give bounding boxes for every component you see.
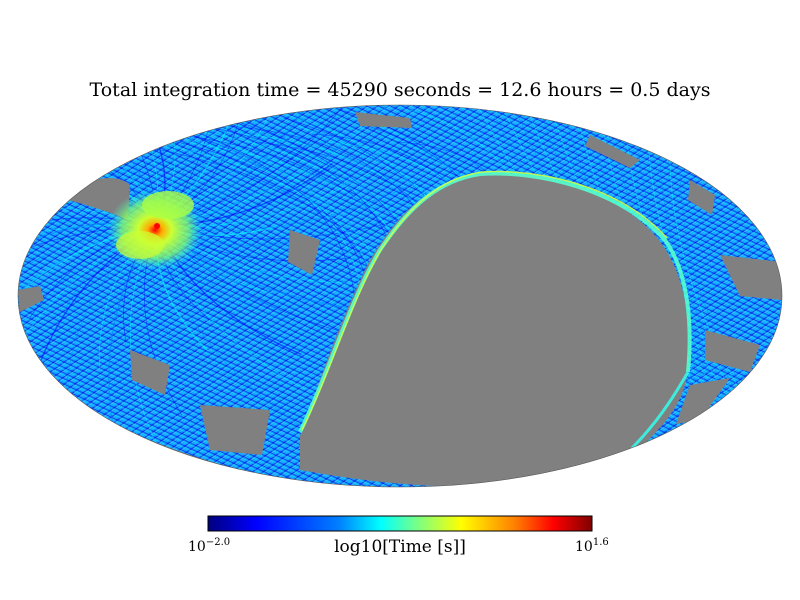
bright-boundary-arc-inner — [301, 170, 668, 431]
colorbar-label: log10[Time [s]] — [334, 537, 466, 557]
lower-right-bright-arc — [630, 371, 690, 450]
unobserved-left-edge — [18, 286, 44, 312]
unobserved-lower-right-patch — [676, 378, 730, 424]
colorbar-min-base: 10 — [188, 539, 206, 555]
unobserved-lower-left-2 — [200, 405, 270, 455]
unobserved-right-patch-2 — [720, 255, 782, 300]
unobserved-large-region — [300, 173, 689, 487]
mollweide-sky-map — [18, 105, 782, 487]
unobserved-mid-patch — [288, 230, 320, 275]
chart-title: Total integration time = 45290 seconds =… — [90, 79, 711, 101]
unobserved-top-patch-2 — [585, 135, 640, 168]
map-outline — [17, 104, 783, 488]
bright-boundary-arc — [298, 171, 692, 433]
unobserved-right-patch-3 — [705, 330, 760, 372]
colorbar-gradient — [207, 515, 593, 532]
colorbar-max-exponent: 1.6 — [593, 537, 609, 548]
hotspot — [107, 190, 203, 270]
colorbar-min-exponent: −2.0 — [206, 537, 230, 548]
colorbar: 10−2.0 101.6 log10[Time [s]] — [188, 515, 609, 557]
unobserved-right-patch-1 — [688, 180, 715, 215]
unobserved-lower-left-patch — [130, 350, 170, 395]
unobserved-top-patch-1 — [355, 112, 412, 128]
colorbar-max-label: 101.6 — [575, 537, 609, 555]
colorbar-max-base: 10 — [575, 539, 593, 555]
colorbar-min-label: 10−2.0 — [188, 537, 230, 555]
